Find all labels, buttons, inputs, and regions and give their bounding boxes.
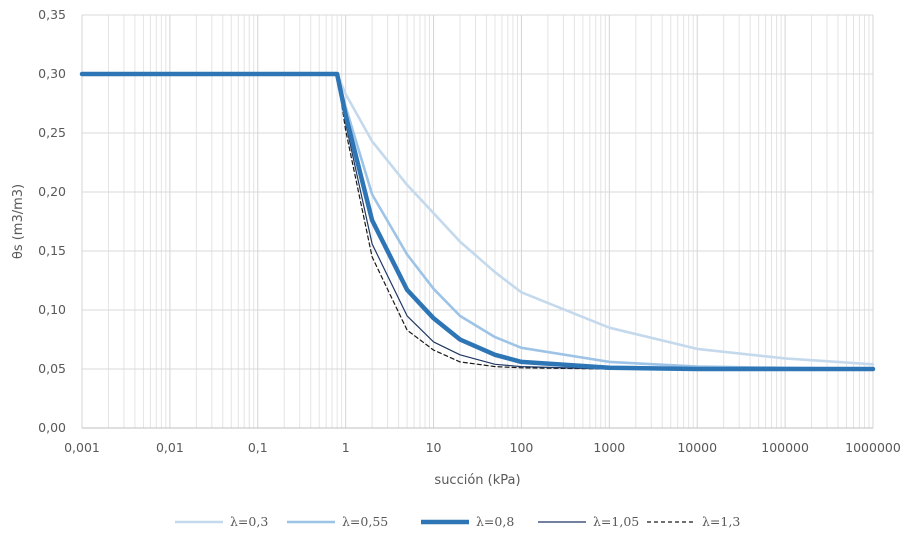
y-tick-label: 0,30: [38, 66, 66, 81]
x-tick-label: 100: [510, 440, 534, 455]
legend-label: λ=0,55: [342, 514, 388, 529]
x-tick-label: 1: [342, 440, 350, 455]
x-tick-label: 0,001: [64, 440, 100, 455]
x-tick-label: 1000000: [845, 440, 901, 455]
series-line: [81, 73, 874, 370]
y-tick-label: 0,10: [38, 302, 66, 317]
y-axis-ticks: 0,00 0,05 0,10 0,15 0,20 0,25 0,30 0,35: [38, 7, 66, 435]
series-line: [79, 71, 876, 372]
x-axis-title: succión (kPa): [434, 473, 520, 488]
legend-label: λ=0,3: [230, 514, 268, 529]
legend-label: λ=1,3: [702, 514, 740, 529]
x-axis-ticks: 0,001 0,01 0,1 1 10 100 1000 10000 100000 1000000: [64, 440, 901, 455]
y-tick-label: 0,00: [38, 420, 66, 435]
series-line: [80, 72, 875, 371]
y-tick-label: 0,15: [38, 243, 66, 258]
legend: λ=0,3 λ=0,55 λ=0,8 λ=1,05 λ=1,3: [175, 514, 740, 529]
x-tick-label: 1000: [593, 440, 625, 455]
y-tick-label: 0,35: [38, 7, 66, 22]
x-tick-label: 10000: [677, 440, 717, 455]
series-line: [81, 73, 874, 370]
y-tick-label: 0,20: [38, 184, 66, 199]
y-tick-label: 0,25: [38, 125, 66, 140]
series-line: [80, 72, 875, 366]
legend-label: λ=0,8: [476, 514, 514, 529]
grid: [81, 14, 874, 428]
x-tick-label: 10: [426, 440, 442, 455]
series-lines: [79, 71, 876, 372]
x-tick-label: 100000: [761, 440, 809, 455]
y-tick-label: 0,05: [38, 361, 66, 376]
y-axis-title: θs (m3/m3): [11, 184, 26, 259]
x-tick-label: 0,01: [156, 440, 184, 455]
legend-label: λ=1,05: [593, 514, 639, 529]
x-tick-label: 0,1: [248, 440, 268, 455]
